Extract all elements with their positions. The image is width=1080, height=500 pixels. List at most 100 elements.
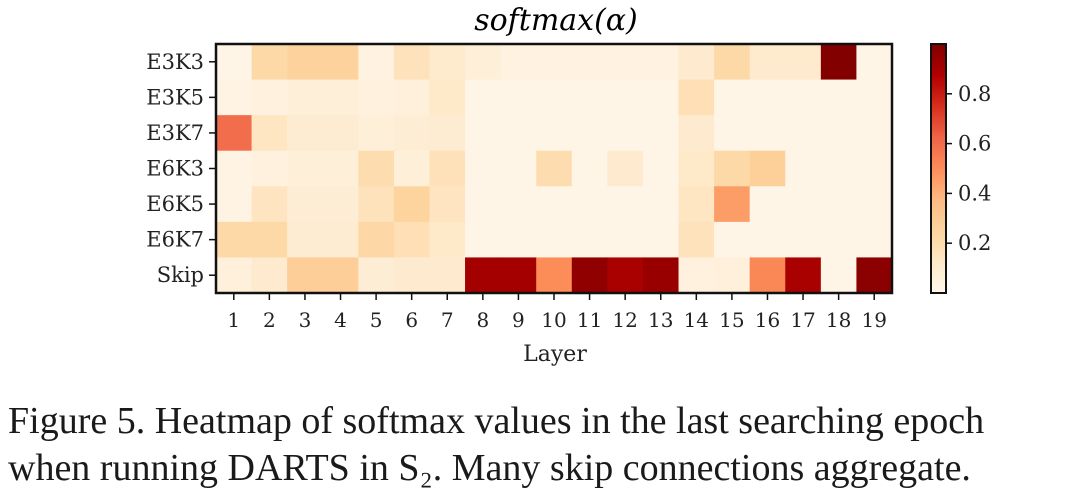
heatmap-cell xyxy=(465,150,502,187)
colorbar-segment xyxy=(931,66,946,70)
colorbar-segment xyxy=(931,168,946,172)
colorbar-segment xyxy=(931,91,946,95)
colorbar-segment xyxy=(931,258,946,262)
heatmap-cell xyxy=(465,221,502,259)
heatmap-cell xyxy=(571,44,608,81)
heatmap-cell xyxy=(749,150,786,187)
y-tick-label: E6K7 xyxy=(146,228,204,252)
heatmap-cell xyxy=(749,44,786,81)
heatmap-cell xyxy=(571,257,608,294)
heatmap-cell xyxy=(820,44,858,81)
heatmap-cell xyxy=(856,79,893,116)
colorbar-segment xyxy=(931,148,946,152)
heatmap-cell xyxy=(785,115,822,152)
colorbar-segment xyxy=(931,273,946,277)
x-tick-label: 8 xyxy=(476,308,489,332)
x-tick-label: 7 xyxy=(441,308,454,332)
x-tick-label: 5 xyxy=(370,308,383,332)
heatmap-cell xyxy=(536,115,573,152)
heatmap-cell xyxy=(216,221,253,259)
colorbar-segment xyxy=(931,156,946,160)
heatmap-cell xyxy=(429,186,466,223)
heatmap-cell xyxy=(393,44,431,81)
colorbar-segment xyxy=(931,205,946,209)
heatmap-cell xyxy=(465,44,502,81)
heatmap-cell xyxy=(856,44,893,81)
colorbar-segment xyxy=(931,203,946,207)
caption-line-1: Figure 5. Heatmap of softmax values in t… xyxy=(8,400,985,442)
colorbar-segment xyxy=(931,255,946,259)
heatmap-cell xyxy=(714,79,751,116)
x-tick-label: 6 xyxy=(405,308,418,332)
colorbar-tick-label: 0.2 xyxy=(958,231,991,255)
heatmap-cell xyxy=(536,79,573,116)
colorbar-segment xyxy=(931,56,946,60)
x-tick-label: 17 xyxy=(790,308,815,332)
colorbar-segment xyxy=(931,96,946,100)
colorbar-segment xyxy=(931,46,946,50)
heatmap-cell xyxy=(678,221,715,259)
heatmap-cell xyxy=(642,44,680,81)
x-tick-label: 11 xyxy=(577,308,602,332)
x-tick-label: 18 xyxy=(826,308,851,332)
heatmap-cell xyxy=(393,79,431,116)
heatmap-cell xyxy=(820,115,858,152)
colorbar-segment xyxy=(931,73,946,77)
colorbar-segment xyxy=(931,183,946,187)
figure-caption: Figure 5. Heatmap of softmax values in t… xyxy=(8,398,1076,492)
heatmap-cell xyxy=(500,186,537,223)
heatmap-cell xyxy=(678,150,715,187)
colorbar-segment xyxy=(931,146,946,150)
x-tick-label: 1 xyxy=(227,308,240,332)
heatmap-cell xyxy=(820,186,858,223)
heatmap-cell xyxy=(216,44,253,81)
heatmap-cell xyxy=(714,257,751,294)
heatmap-cell xyxy=(251,186,288,223)
colorbar-segment xyxy=(931,210,946,214)
heatmap-cell xyxy=(785,221,822,259)
heatmap-cell xyxy=(358,186,395,223)
x-tick-label: 4 xyxy=(334,308,347,332)
colorbar-segment xyxy=(931,260,946,264)
heatmap-cell xyxy=(571,221,608,259)
colorbar-segment xyxy=(931,250,946,254)
colorbar-segment xyxy=(931,76,946,80)
colorbar-segment xyxy=(931,280,946,284)
heatmap-cell xyxy=(536,221,573,259)
heatmap-cell xyxy=(749,186,786,223)
heatmap-cell xyxy=(393,186,431,223)
heatmap-cell xyxy=(642,150,680,187)
heatmap-cell xyxy=(287,186,324,223)
heatmap-cell xyxy=(571,186,608,223)
heatmap-cell xyxy=(571,79,608,116)
heatmap-cell xyxy=(465,79,502,116)
heatmap-cell xyxy=(322,186,359,223)
colorbar-segment xyxy=(931,173,946,177)
heatmap-cell xyxy=(429,115,466,152)
heatmap-cell xyxy=(678,44,715,81)
colorbar-segment xyxy=(931,133,946,137)
heatmap-cell xyxy=(678,115,715,152)
heatmap-cell xyxy=(358,257,395,294)
heatmap-cell xyxy=(571,150,608,187)
heatmap-cell xyxy=(322,257,359,294)
colorbar-segment xyxy=(931,106,946,110)
heatmap-cell xyxy=(607,79,644,116)
colorbar-segment xyxy=(931,141,946,145)
colorbar-segment xyxy=(931,138,946,142)
colorbar-segment xyxy=(931,278,946,282)
colorbar-segment xyxy=(931,128,946,132)
heatmap-cell xyxy=(856,257,893,294)
heatmap-cell xyxy=(749,115,786,152)
heatmap-cell xyxy=(607,186,644,223)
colorbar-segment xyxy=(931,265,946,269)
x-axis-label: Layer xyxy=(523,342,587,367)
colorbar-segment xyxy=(931,51,946,55)
colorbar-segment xyxy=(931,58,946,63)
heatmap-cell xyxy=(607,44,644,81)
x-tick-label: 13 xyxy=(648,308,673,332)
colorbar-segment xyxy=(931,136,946,140)
colorbar-segment xyxy=(931,235,946,239)
colorbar-segment xyxy=(931,93,946,97)
heatmap-cell xyxy=(500,44,537,81)
